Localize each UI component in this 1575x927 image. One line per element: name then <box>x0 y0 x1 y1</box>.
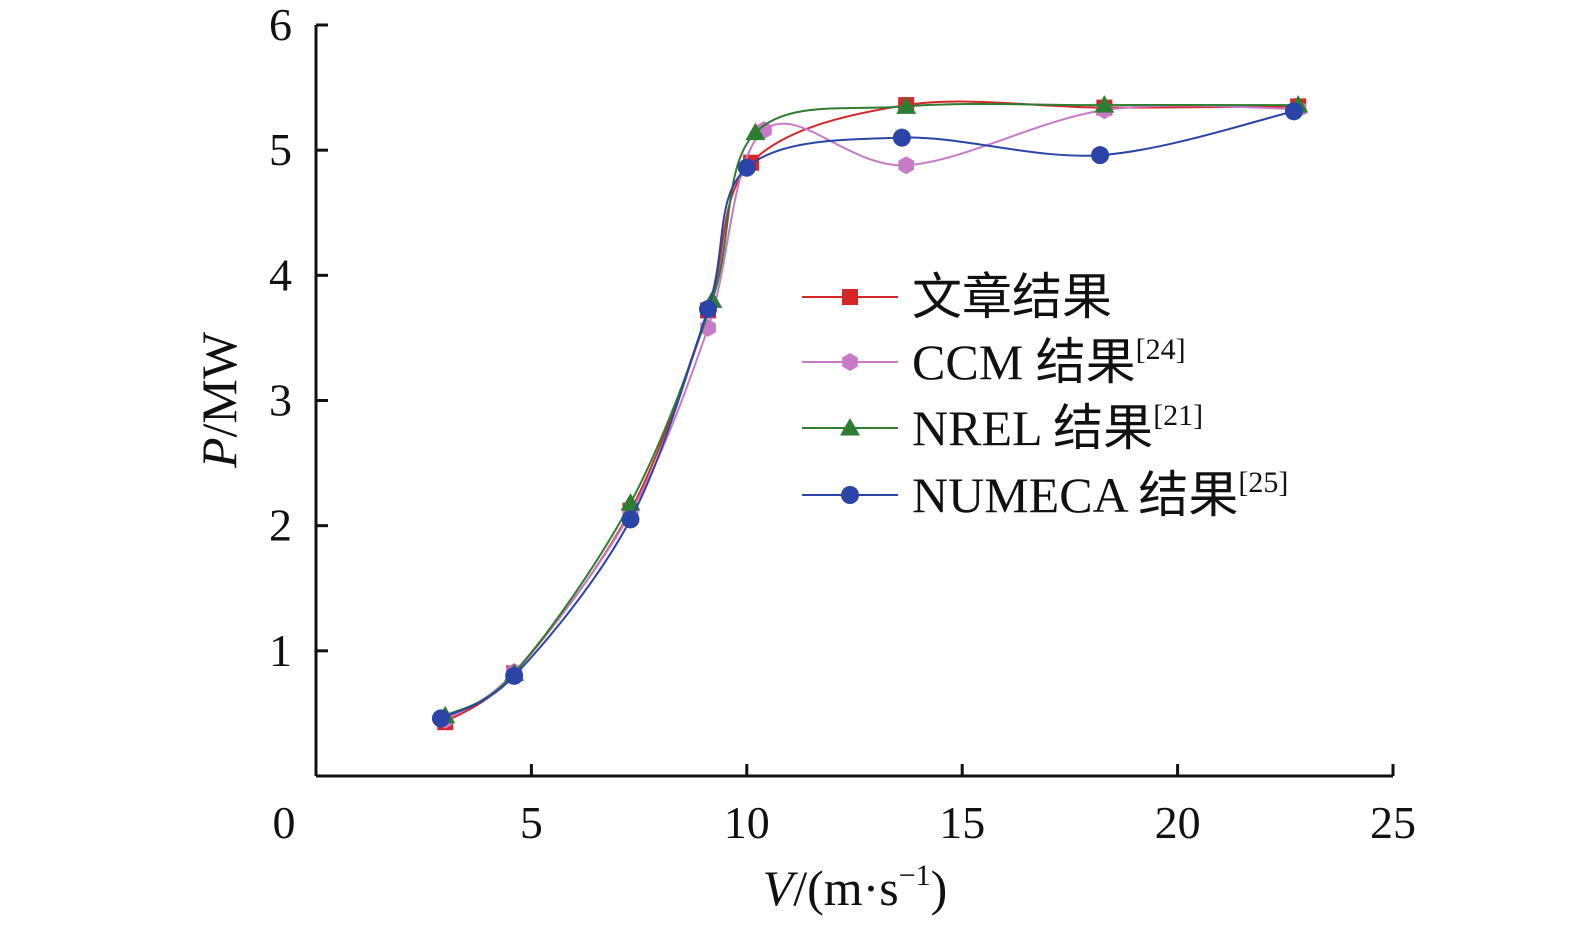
axis-ticks: 0 5 10 15 20 25 1 2 3 4 5 6 <box>269 0 1416 848</box>
series-4 <box>431 102 1303 728</box>
y-tick-label: 6 <box>269 0 292 50</box>
data-point <box>745 122 766 141</box>
x-tick-label: 20 <box>1155 797 1201 848</box>
y-tick-label: 1 <box>269 625 292 676</box>
data-point <box>737 158 756 177</box>
legend-marker <box>842 289 858 305</box>
legend-marker <box>840 418 860 436</box>
y-axis-label-unit: /MW <box>191 331 247 437</box>
legend-label: 文章结果 <box>912 269 1112 325</box>
data-point <box>1091 146 1110 165</box>
legend-label-ref: [24] <box>1136 333 1186 366</box>
x-axis-label-sup: −1 <box>899 859 931 892</box>
y-tick-label: 4 <box>269 249 292 300</box>
legend-label-name: NUMECA 结果 <box>912 467 1238 523</box>
data-point <box>892 128 911 147</box>
data-point <box>1284 102 1303 121</box>
legend-label-name: 文章结果 <box>912 269 1112 325</box>
legend-label-ref: [25] <box>1238 466 1288 499</box>
legend-label: NREL 结果[21] <box>912 399 1203 456</box>
legend-marker <box>841 486 859 504</box>
legend-label: CCM 结果[24] <box>912 333 1186 390</box>
x-tick-label: 5 <box>520 797 543 848</box>
x-axis-label-close: ) <box>931 860 948 916</box>
legend-label-name: CCM 结果 <box>912 334 1136 390</box>
legend-label-ref: [21] <box>1153 399 1203 432</box>
x-tick-label: 10 <box>724 797 770 848</box>
data-point <box>898 156 914 175</box>
data-point <box>431 709 450 728</box>
legend-item-4: NUMECA 结果[25] <box>802 466 1288 523</box>
legend: 文章结果 CCM 结果[24] NREL 结果[21] NUMECA 结果[25] <box>802 269 1288 523</box>
x-tick-label: 25 <box>1370 797 1416 848</box>
x-axis-label-main: V <box>763 860 799 916</box>
x-axis-label-unit: /(m·s <box>793 860 899 916</box>
axes <box>314 25 1393 778</box>
data-point <box>896 96 917 114</box>
y-tick-label: 5 <box>269 124 292 175</box>
y-tick-label: 2 <box>269 500 292 551</box>
legend-label-name: NREL 结果 <box>912 400 1153 456</box>
x-tick-label: 15 <box>939 797 985 848</box>
data-point <box>505 666 524 685</box>
data-point <box>699 300 718 319</box>
x-axis-label: V/(m·s−1) <box>763 859 948 916</box>
x-tick-label: 0 <box>273 797 296 848</box>
data-point <box>620 493 641 511</box>
legend-item-3: NREL 结果[21] <box>802 399 1203 456</box>
y-axis-label-main: P <box>191 438 247 470</box>
series-line <box>444 103 1299 717</box>
data-point <box>621 510 640 529</box>
legend-label: NUMECA 结果[25] <box>912 466 1288 523</box>
series-layer <box>431 95 1309 731</box>
legend-marker <box>842 353 858 371</box>
legend-item-1: 文章结果 <box>802 269 1112 325</box>
legend-item-2: CCM 结果[24] <box>802 333 1186 390</box>
data-point <box>1094 95 1115 113</box>
y-tick-label: 3 <box>269 375 292 426</box>
y-axis-label: P/MW <box>191 331 247 469</box>
series-line <box>444 104 1299 721</box>
axis-titles: V/(m·s−1) P/MW <box>191 331 947 916</box>
